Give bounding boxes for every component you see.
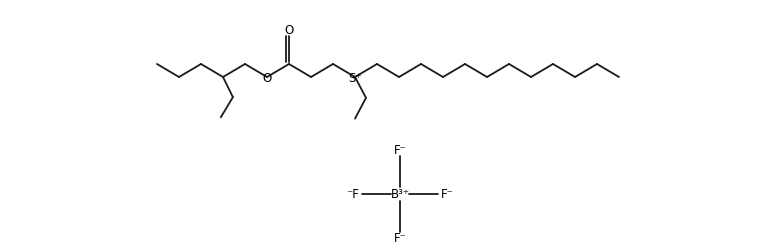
Text: F⁻: F⁻ bbox=[393, 232, 407, 244]
Text: F⁻: F⁻ bbox=[440, 188, 454, 201]
Text: O: O bbox=[263, 71, 272, 84]
Text: ⁻F: ⁻F bbox=[346, 188, 360, 201]
Text: B³⁺: B³⁺ bbox=[390, 188, 410, 201]
Text: O: O bbox=[284, 23, 293, 36]
Text: S⁺: S⁺ bbox=[348, 71, 362, 84]
Text: F⁻: F⁻ bbox=[393, 144, 407, 157]
